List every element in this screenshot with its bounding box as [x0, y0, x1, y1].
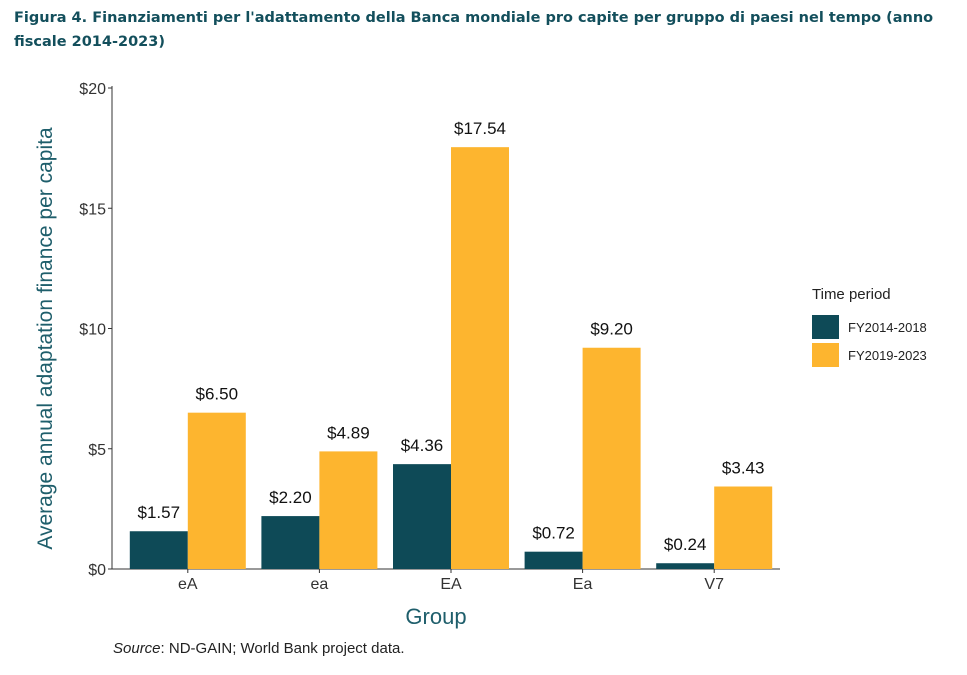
- source-label: Source: [113, 640, 161, 657]
- x-tick-label: Ea: [573, 576, 593, 593]
- bar-fy2014-2018-ea: [261, 516, 320, 569]
- legend: Time period FY2014-2018 FY2019-2023: [812, 286, 927, 369]
- bar-fy2019-2023-ea: [451, 147, 509, 569]
- bar-fy2019-2023-ea: [187, 412, 246, 569]
- source-note: Source: ND-GAIN; World Bank project data…: [113, 640, 405, 657]
- y-tick-label: $5: [88, 442, 106, 459]
- bar-fy2014-2018-ea: [393, 464, 451, 569]
- bar-fy2014-2018-ea: [129, 531, 188, 569]
- bar-fy2014-2018-v7: [656, 563, 715, 569]
- data-label: $9.20: [590, 320, 633, 339]
- y-tick-label: $10: [79, 322, 106, 339]
- bar-fy2019-2023-v7: [714, 486, 773, 569]
- legend-item-fy2019-2023: FY2019-2023: [812, 341, 927, 369]
- y-tick-label: $15: [79, 201, 106, 218]
- data-label: $4.36: [401, 436, 444, 455]
- bar-fy2019-2023-ea: [582, 347, 641, 569]
- y-axis-title: Average annual adaptation finance per ca…: [34, 127, 57, 550]
- bar-fy2019-2023-ea: [319, 451, 378, 569]
- legend-swatch-fy2019-2023: [812, 343, 839, 367]
- figure-title: Figura 4. Finanziamenti per l'adattament…: [14, 10, 934, 50]
- x-tick-label: eA: [178, 576, 198, 593]
- source-text: : ND-GAIN; World Bank project data.: [160, 640, 405, 657]
- y-tick-label: $20: [79, 81, 106, 98]
- x-tick-label: EA: [440, 576, 462, 593]
- x-tick-label: V7: [704, 576, 724, 593]
- legend-item-fy2014-2018: FY2014-2018: [812, 313, 927, 341]
- legend-label-fy2019-2023: FY2019-2023: [848, 347, 927, 363]
- y-tick-label: $0: [88, 562, 106, 579]
- bar-fy2014-2018-ea: [524, 551, 583, 569]
- data-label: $0.72: [532, 524, 575, 543]
- x-tick-label: ea: [311, 576, 329, 593]
- legend-swatch-fy2014-2018: [812, 315, 839, 339]
- data-label: $2.20: [269, 488, 312, 507]
- data-label: $0.24: [664, 535, 707, 554]
- data-label: $6.50: [196, 385, 239, 404]
- data-label: $1.57: [138, 503, 181, 522]
- data-label: $3.43: [722, 459, 765, 478]
- legend-title: Time period: [812, 286, 891, 303]
- x-axis-title: Group: [405, 604, 466, 629]
- legend-label-fy2014-2018: FY2014-2018: [848, 319, 927, 335]
- data-label: $17.54: [454, 119, 506, 138]
- data-label: $4.89: [327, 423, 370, 442]
